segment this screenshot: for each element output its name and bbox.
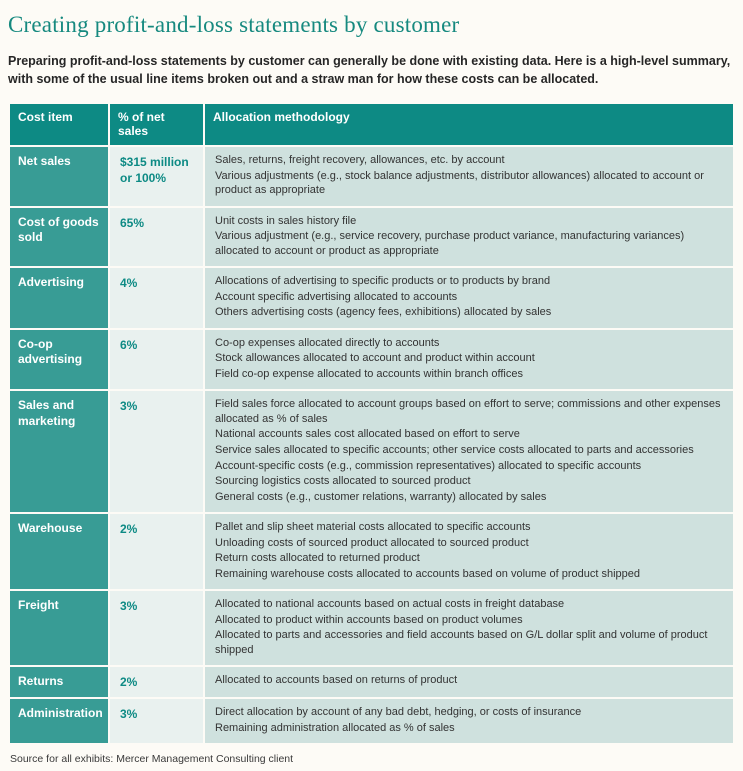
allocation-methodology-cell: Field sales force allocated to account g…: [205, 391, 733, 513]
allocation-methodology-cell: Direct allocation by account of any bad …: [205, 699, 733, 744]
cost-item-cell: Cost of goods sold: [10, 207, 108, 267]
allocation-methodology-cell: Allocations of advertising to specific p…: [205, 268, 733, 328]
methodology-line: Direct allocation by account of any bad …: [215, 706, 582, 719]
methodology-line: Sales, returns, freight recovery, allowa…: [215, 154, 505, 167]
source-note: Source for all exhibits: Mercer Manageme…: [10, 753, 294, 766]
table-row: Freight 3% Allocated to national accounts …: [10, 591, 733, 666]
methodology-line: Field sales force allocated to account g…: [215, 398, 721, 425]
table-row: Sales and marketing 3% Field sales force a…: [10, 391, 733, 513]
cost-table-body: Net sales $315 million or 100% Sales, retu…: [10, 147, 733, 744]
cost-item-cell: Administration: [10, 699, 108, 744]
methodology-line: Pallet and slip sheet material costs all…: [215, 521, 531, 534]
pct-net-sales-cell: 3%: [110, 591, 203, 666]
pct-net-sales-cell: 2%: [110, 667, 203, 698]
pct-net-sales-cell: 3%: [110, 699, 203, 744]
table-row: Net sales $315 million or 100% Sales, retu…: [10, 147, 733, 206]
pct-net-sales-cell: 65%: [110, 207, 203, 267]
methodology-line: Sourcing logistics costs allocated to so…: [215, 475, 471, 488]
cost-item-cell: Warehouse: [10, 514, 108, 590]
allocation-methodology-cell: Co-op expenses allocated directly to acc…: [205, 329, 733, 390]
methodology-line: Unit costs in sales history file: [215, 214, 357, 227]
table-row: Returns 2% Allocated to accounts based on …: [10, 667, 733, 698]
page-title: Creating profit-and-loss statements by c…: [8, 12, 460, 37]
allocation-methodology-cell: Pallet and slip sheet material costs all…: [205, 514, 733, 590]
methodology-line: Account-specific costs (e.g., commission…: [215, 459, 642, 472]
methodology-line: Allocated to product within accounts bas…: [215, 613, 523, 626]
methodology-line: General costs (e.g., customer relations,…: [215, 490, 547, 503]
methodology-line: Co-op expenses allocated directly to acc…: [215, 336, 440, 349]
allocation-methodology-cell: Allocated to national accounts based on …: [205, 591, 733, 666]
table-row: Advertising 4% Allocations of advertising …: [10, 268, 733, 328]
methodology-line: Allocated to parts and accessories and f…: [215, 629, 708, 656]
cost-allocation-table: Cost item % of net sales Allocation meth…: [8, 102, 735, 745]
table-row: Warehouse 2% Pallet and slip sheet materia…: [10, 514, 733, 590]
allocation-methodology-cell: Sales, returns, freight recovery, allowa…: [205, 147, 733, 206]
pct-net-sales-cell: 6%: [110, 329, 203, 390]
pct-net-sales-cell: 2%: [110, 514, 203, 590]
methodology-line: Stock allowances allocated to account an…: [215, 352, 535, 365]
methodology-line: Return costs allocated to returned produ…: [215, 552, 420, 565]
methodology-line: Allocated to accounts based on returns o…: [215, 674, 458, 687]
cost-item-cell: Sales and marketing: [10, 391, 108, 513]
cost-item-cell: Net sales: [10, 147, 108, 206]
intro-paragraph: Preparing profit-and-loss statements by …: [8, 54, 731, 87]
cost-item-cell: Advertising: [10, 268, 108, 328]
table-header-row: Cost item % of net sales Allocation meth…: [10, 104, 733, 146]
table-row: Administration 3% Direct allocation by acc…: [10, 699, 733, 744]
cost-item-cell: Co-op advertising: [10, 329, 108, 390]
methodology-line: Remaining warehouse costs allocated to a…: [215, 567, 640, 580]
methodology-line: Various adjustments (e.g., stock balance…: [215, 169, 704, 197]
header-allocation-methodology: Allocation methodology: [205, 104, 733, 146]
pct-net-sales-cell: 4%: [110, 268, 203, 328]
header-pct-net-sales: % of net sales: [110, 104, 203, 146]
methodology-line: Service sales allocated to specific acco…: [215, 443, 694, 456]
methodology-line: Others advertising costs (agency fees, e…: [215, 306, 552, 319]
allocation-methodology-cell: Unit costs in sales history file Various …: [205, 207, 733, 267]
methodology-line: Various adjustment (e.g., service recove…: [215, 230, 685, 257]
methodology-line: Allocated to national accounts based on …: [215, 598, 565, 611]
allocation-methodology-cell: Allocated to accounts based on returns o…: [205, 667, 733, 698]
pct-net-sales-cell: 3%: [110, 391, 203, 513]
methodology-line: Account specific advertising allocated t…: [215, 290, 458, 303]
cost-item-cell: Returns: [10, 667, 108, 698]
methodology-line: Allocations of advertising to specific p…: [215, 275, 551, 288]
table-row: Co-op advertising 6% Co-op expenses alloca…: [10, 329, 733, 390]
table-row: Cost of goods sold 65% Unit costs in sales…: [10, 207, 733, 267]
cost-item-cell: Freight: [10, 591, 108, 666]
methodology-line: Unloading costs of sourced product alloc…: [215, 536, 529, 549]
methodology-line: National accounts sales cost allocated b…: [215, 428, 520, 441]
methodology-line: Field co-op expense allocated to account…: [215, 367, 523, 380]
header-cost-item: Cost item: [10, 104, 108, 146]
methodology-line: Remaining administration allocated as % …: [215, 721, 455, 734]
pct-net-sales-cell: $315 million or 100%: [110, 147, 203, 206]
